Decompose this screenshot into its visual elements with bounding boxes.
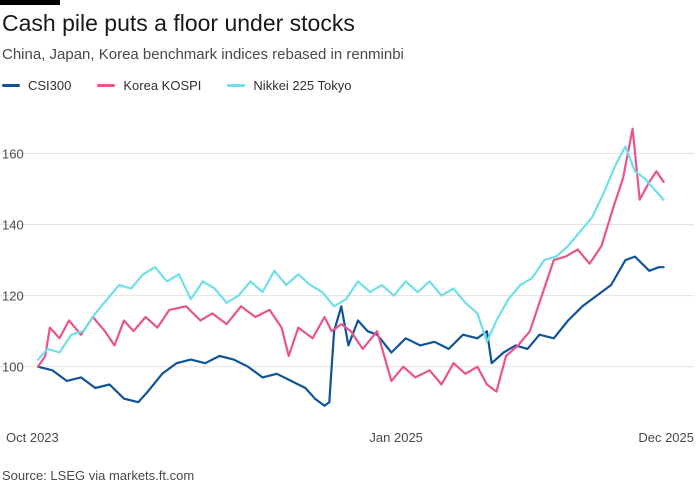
x-tick-label-2: Dec 2025: [638, 430, 694, 445]
source-note: Source: LSEG via markets.ft.com: [2, 468, 195, 483]
y-tick-label-160: 160: [2, 147, 24, 162]
x-tick-label-1: Jan 2025: [369, 430, 423, 445]
legend-label-csi300: CSI300: [28, 78, 72, 93]
legend-label-nikkei: Nikkei 225 Tokyo: [253, 78, 352, 93]
series-line-nikkei-225-tokyo: [36, 145, 665, 361]
legend-item-nikkei: Nikkei 225 Tokyo: [227, 78, 351, 93]
legend: CSI300 Korea KOSPI Nikkei 225 Tokyo: [2, 78, 351, 93]
x-tick-label-0: Oct 2023: [6, 430, 59, 445]
brand-bar: [0, 0, 60, 5]
series-line-korea-kospi: [36, 127, 665, 393]
y-tick-label-140: 140: [2, 218, 24, 233]
series-layer: [36, 127, 665, 407]
legend-label-kospi: Korea KOSPI: [123, 78, 202, 93]
legend-swatch-csi300: [2, 84, 20, 87]
chart-title: Cash pile puts a floor under stocks: [2, 10, 355, 36]
y-tick-label-120: 120: [2, 289, 24, 304]
legend-swatch-kospi: [97, 84, 116, 87]
y-tick-label-100: 100: [2, 360, 24, 375]
chart-subtitle: China, Japan, Korea benchmark indices re…: [2, 46, 404, 63]
legend-item-csi300: CSI300: [2, 78, 71, 93]
legend-swatch-nikkei: [227, 84, 246, 87]
legend-item-kospi: Korea KOSPI: [97, 78, 201, 93]
grid-layer: [0, 153, 694, 368]
label-layer: 100 120 140 160 Oct 2023 Jan 2025 Dec 2025: [2, 147, 694, 445]
